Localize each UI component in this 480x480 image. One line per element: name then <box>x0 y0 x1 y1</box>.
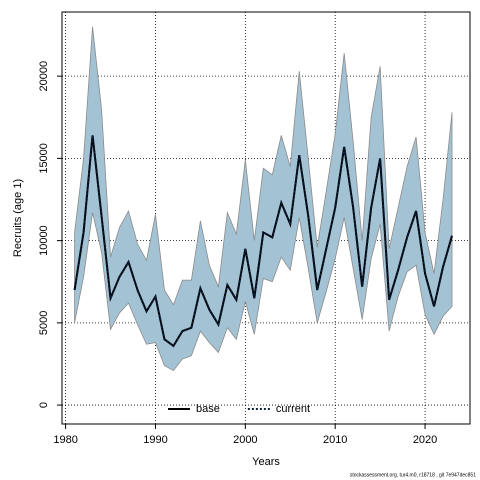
y-tick-label: 10000 <box>38 225 50 256</box>
plot-frame <box>61 11 471 425</box>
legend-label: base <box>196 403 220 415</box>
y-tick-label: 5000 <box>38 311 50 335</box>
x-tick-label: 2010 <box>323 434 347 446</box>
y-tick-label: 0 <box>38 402 50 408</box>
x-tick-label: 2000 <box>233 434 257 446</box>
legend-label: current <box>276 403 310 415</box>
y-axis-label: Recruits (age 1) <box>12 179 24 257</box>
x-axis-label: Years <box>252 456 280 468</box>
x-tick-label: 1990 <box>143 434 167 446</box>
series-line <box>73 135 453 348</box>
x-tick-label: 2020 <box>413 434 437 446</box>
footer: stockassessment.org, tur4.m0, r18718 , g… <box>350 472 476 478</box>
x-tick-label: 1980 <box>53 434 77 446</box>
y-tick-label: 20000 <box>38 61 50 92</box>
confidence-band <box>74 26 453 372</box>
y-tick-label: 15000 <box>38 143 50 174</box>
